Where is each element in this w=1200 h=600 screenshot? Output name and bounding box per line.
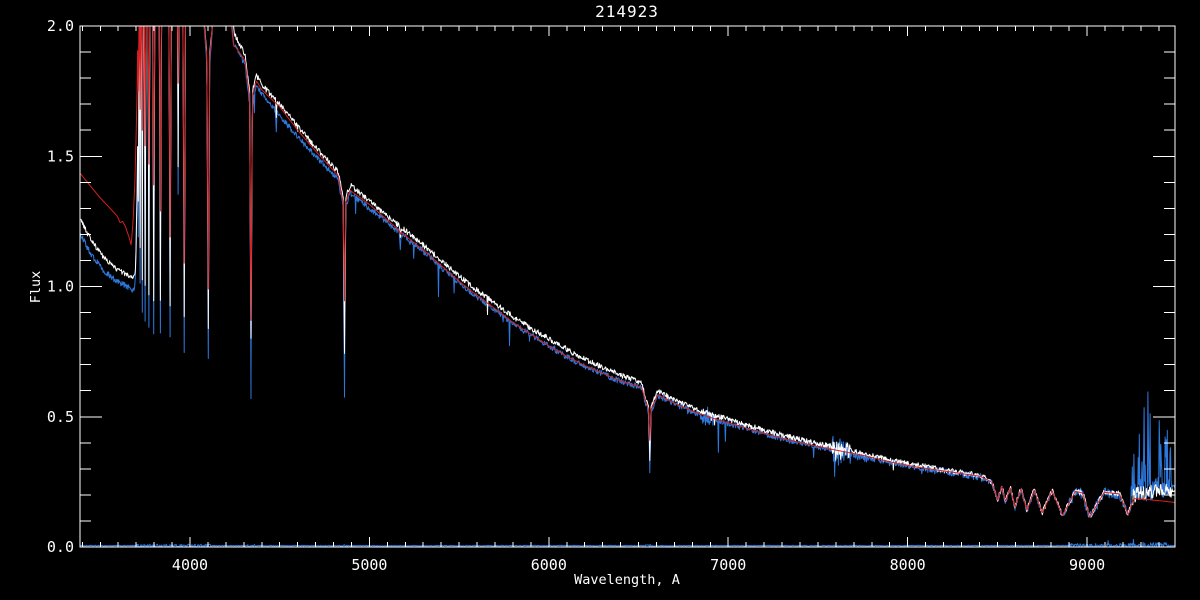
- x-tick-label: 6000: [531, 556, 567, 574]
- x-tick-label: 4000: [172, 556, 208, 574]
- y-tick-label: 0.0: [47, 538, 74, 556]
- y-tick-label: 0.5: [47, 408, 74, 426]
- model-spectrum-path: [80, 26, 1175, 518]
- x-tick-label: 7000: [710, 556, 746, 574]
- y-tick-label: 2.0: [47, 17, 74, 35]
- observed-spectrum-path: [80, 26, 1175, 518]
- y-axis-label: Flux: [28, 271, 44, 304]
- x-tick-label: 8000: [890, 556, 926, 574]
- smoothed-spectrum-path: [80, 26, 1175, 518]
- plot-title: 214923: [595, 2, 659, 21]
- axes: [79, 25, 1176, 548]
- error-spectrum-path: [80, 539, 1175, 547]
- x-axis-label: Wavelength, A: [574, 572, 680, 588]
- x-tick-labels: 4000 5000 6000 7000 8000 9000: [172, 556, 1105, 574]
- y-tick-label: 1.0: [47, 278, 74, 296]
- x-tick-label: 9000: [1069, 556, 1105, 574]
- y-tick-label: 1.5: [47, 147, 74, 165]
- x-tick-label: 5000: [351, 556, 387, 574]
- spectra-curves: [80, 26, 1175, 547]
- y-tick-labels: 0.0 0.5 1.0 1.5 2.0: [47, 17, 74, 556]
